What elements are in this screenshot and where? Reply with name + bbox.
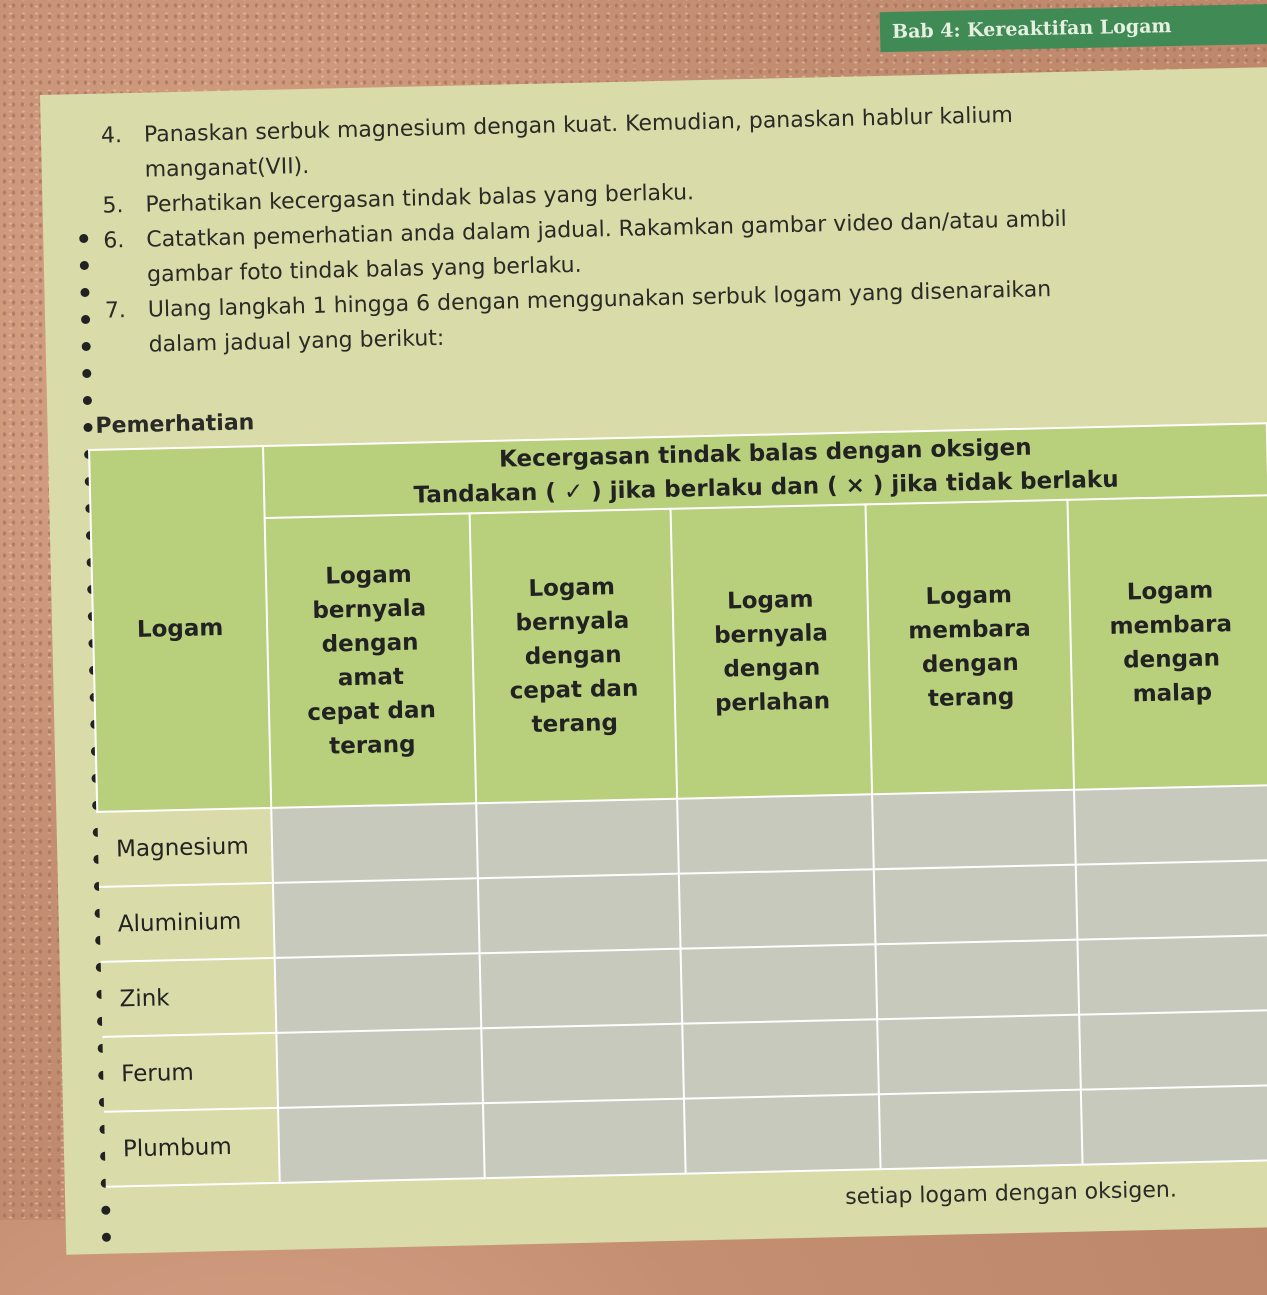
answer-cell[interactable] bbox=[481, 1023, 684, 1104]
binding-ring bbox=[81, 341, 91, 352]
answer-cell[interactable] bbox=[681, 1019, 880, 1099]
row-metal: Plumbum bbox=[104, 1107, 280, 1187]
step-text: manganat(VII). bbox=[144, 153, 310, 183]
col-header: Logam membara dengan malap bbox=[1067, 495, 1267, 790]
col-header: Logam bernyala dengan amat cepat dan ter… bbox=[264, 513, 477, 808]
table-caption: Pemerhatian bbox=[95, 410, 255, 439]
step-text: dalam jadual yang berikut: bbox=[148, 325, 445, 358]
row-metal: Zink bbox=[100, 957, 277, 1037]
col-header-logam: Logam bbox=[89, 446, 272, 812]
answer-cell[interactable] bbox=[276, 1028, 484, 1108]
answer-cell[interactable] bbox=[483, 1098, 686, 1179]
answer-cell[interactable] bbox=[678, 869, 876, 949]
step-number: 6. bbox=[103, 228, 125, 254]
binding-ring bbox=[79, 233, 89, 244]
answer-cell[interactable] bbox=[274, 953, 482, 1033]
answer-cell[interactable] bbox=[476, 798, 679, 879]
answer-cell[interactable] bbox=[271, 803, 478, 883]
answer-cell[interactable] bbox=[676, 794, 875, 874]
answer-cell[interactable] bbox=[1077, 935, 1267, 1015]
col-header: Logam bernyala dengan perlahan bbox=[670, 504, 873, 799]
binding-ring bbox=[79, 260, 89, 271]
binding-ring bbox=[82, 368, 92, 379]
answer-cell[interactable] bbox=[874, 864, 1078, 945]
procedure-steps: 4. Panaskan serbuk magnesium dengan kuat.… bbox=[101, 97, 1070, 364]
answer-cell[interactable] bbox=[683, 1094, 882, 1174]
col-header: Logam membara dengan terang bbox=[865, 499, 1074, 795]
step-number: 4. bbox=[100, 123, 123, 149]
binding-ring bbox=[80, 287, 90, 298]
answer-cell[interactable] bbox=[1079, 1010, 1267, 1090]
textbook-page: 4. Panaskan serbuk magnesium dengan kuat.… bbox=[40, 66, 1267, 1255]
col-header: Logam bernyala dengan cepat dan terang bbox=[469, 508, 677, 804]
row-metal: Aluminium bbox=[98, 882, 275, 962]
answer-cell[interactable] bbox=[680, 944, 878, 1024]
chapter-banner: Bab 4: Kereaktifan Logam bbox=[879, 3, 1267, 53]
answer-cell[interactable] bbox=[879, 1089, 1083, 1170]
row-metal: Magnesium bbox=[97, 807, 273, 887]
answer-cell[interactable] bbox=[477, 873, 681, 954]
answer-cell[interactable] bbox=[872, 789, 1076, 870]
answer-cell[interactable] bbox=[479, 948, 682, 1029]
binding-ring bbox=[83, 422, 93, 433]
answer-cell[interactable] bbox=[272, 878, 480, 958]
answer-cell[interactable] bbox=[1080, 1085, 1267, 1165]
answer-cell[interactable] bbox=[875, 939, 1080, 1020]
binding-ring bbox=[101, 1205, 111, 1215]
answer-cell[interactable] bbox=[1075, 860, 1267, 940]
answer-cell[interactable] bbox=[877, 1014, 1081, 1095]
binding-ring bbox=[81, 314, 91, 325]
binding-ring bbox=[101, 1232, 112, 1242]
step-number: 5. bbox=[102, 193, 124, 219]
footer-text: setiap logam dengan oksigen. bbox=[844, 1177, 1178, 1211]
step-text: gambar foto tindak balas yang berlaku. bbox=[146, 252, 582, 288]
row-metal: Ferum bbox=[102, 1032, 279, 1112]
binding-ring bbox=[82, 395, 93, 406]
answer-cell[interactable] bbox=[1073, 785, 1267, 865]
answer-cell[interactable] bbox=[278, 1103, 485, 1183]
observation-table: Logam Kecergasan tindak balas dengan oks… bbox=[88, 422, 1267, 1188]
step-number: 7. bbox=[104, 298, 127, 324]
